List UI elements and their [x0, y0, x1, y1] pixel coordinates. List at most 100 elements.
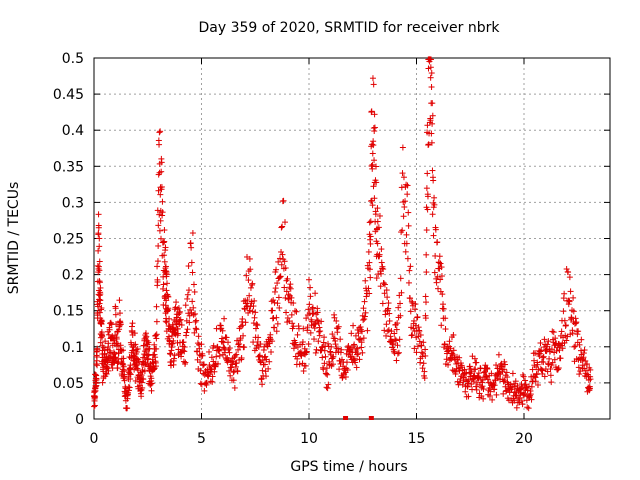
data-point — [287, 285, 294, 292]
data-point — [278, 224, 285, 231]
data-point — [209, 373, 216, 380]
data-point — [549, 359, 556, 366]
data-point — [246, 307, 253, 314]
data-point — [465, 393, 472, 400]
data-point — [280, 197, 287, 204]
data-point — [397, 300, 404, 307]
data-point — [232, 352, 239, 359]
data-point — [528, 383, 535, 390]
data-point — [434, 239, 441, 246]
data-point — [129, 329, 136, 336]
data-point — [338, 356, 345, 363]
data-point — [133, 348, 140, 355]
data-point — [96, 267, 103, 274]
data-point — [251, 297, 258, 304]
data-point — [403, 181, 410, 188]
data-point — [256, 352, 263, 359]
data-point — [407, 263, 414, 270]
data-point — [567, 331, 574, 338]
y-tick-label: 0.25 — [53, 232, 84, 248]
data-point — [140, 342, 147, 349]
data-point — [360, 317, 367, 324]
data-point — [293, 308, 300, 315]
data-point — [367, 233, 374, 240]
data-point — [420, 339, 427, 346]
x-tick-label: 20 — [515, 431, 533, 447]
data-point — [545, 361, 552, 368]
data-point — [163, 319, 170, 326]
data-point — [156, 141, 163, 148]
data-point — [290, 323, 297, 330]
data-point — [450, 331, 457, 338]
data-point — [275, 258, 282, 265]
data-point — [516, 394, 523, 401]
data-point — [427, 74, 434, 81]
data-point — [375, 224, 382, 231]
data-point — [153, 318, 160, 325]
data-point — [484, 365, 491, 372]
data-point — [227, 372, 234, 379]
data-point — [567, 288, 574, 295]
data-point — [428, 130, 435, 137]
data-point — [196, 345, 203, 352]
data-point — [527, 391, 534, 398]
data-point — [366, 259, 373, 266]
data-point — [412, 322, 419, 329]
data-point — [229, 361, 236, 368]
data-point — [268, 348, 275, 355]
data-point — [559, 345, 566, 352]
data-point — [512, 392, 519, 399]
data-point — [449, 350, 456, 357]
data-point — [570, 294, 577, 301]
data-point — [97, 284, 104, 291]
data-point — [385, 327, 392, 334]
data-point — [309, 305, 316, 312]
data-point — [376, 251, 383, 258]
data-point — [421, 368, 428, 375]
data-point — [300, 325, 307, 332]
data-point — [252, 325, 259, 332]
data-point — [374, 205, 381, 212]
data-point — [91, 403, 98, 410]
data-point — [171, 355, 178, 362]
data-point — [547, 372, 554, 379]
data-point — [155, 222, 162, 229]
data-point — [539, 367, 546, 374]
data-point — [245, 309, 252, 316]
data-point — [430, 232, 437, 239]
data-point — [581, 347, 588, 354]
data-point — [452, 368, 459, 375]
data-point — [524, 387, 531, 394]
data-point — [96, 279, 103, 286]
data-point — [562, 322, 569, 329]
data-point — [276, 274, 283, 281]
data-point — [156, 227, 163, 234]
data-point — [331, 314, 338, 321]
data-point — [278, 261, 285, 268]
data-point — [239, 315, 246, 322]
data-point — [206, 348, 213, 355]
data-point — [170, 337, 177, 344]
data-point — [423, 251, 430, 258]
data-point — [148, 387, 155, 394]
data-point — [216, 352, 223, 359]
data-point — [312, 349, 319, 356]
data-point — [181, 344, 188, 351]
data-point — [180, 347, 187, 354]
data-point — [274, 280, 281, 287]
data-point — [438, 273, 445, 280]
data-point — [257, 341, 264, 348]
data-point — [216, 346, 223, 353]
data-point — [276, 255, 283, 262]
data-point — [441, 341, 448, 348]
data-point — [190, 281, 197, 288]
data-point — [131, 366, 138, 373]
data-point — [566, 298, 573, 305]
data-point — [393, 337, 400, 344]
data-point — [561, 317, 568, 324]
data-point — [155, 242, 162, 249]
data-point — [92, 393, 99, 400]
data-point — [104, 365, 111, 372]
data-point — [263, 373, 269, 380]
data-point — [246, 292, 253, 299]
